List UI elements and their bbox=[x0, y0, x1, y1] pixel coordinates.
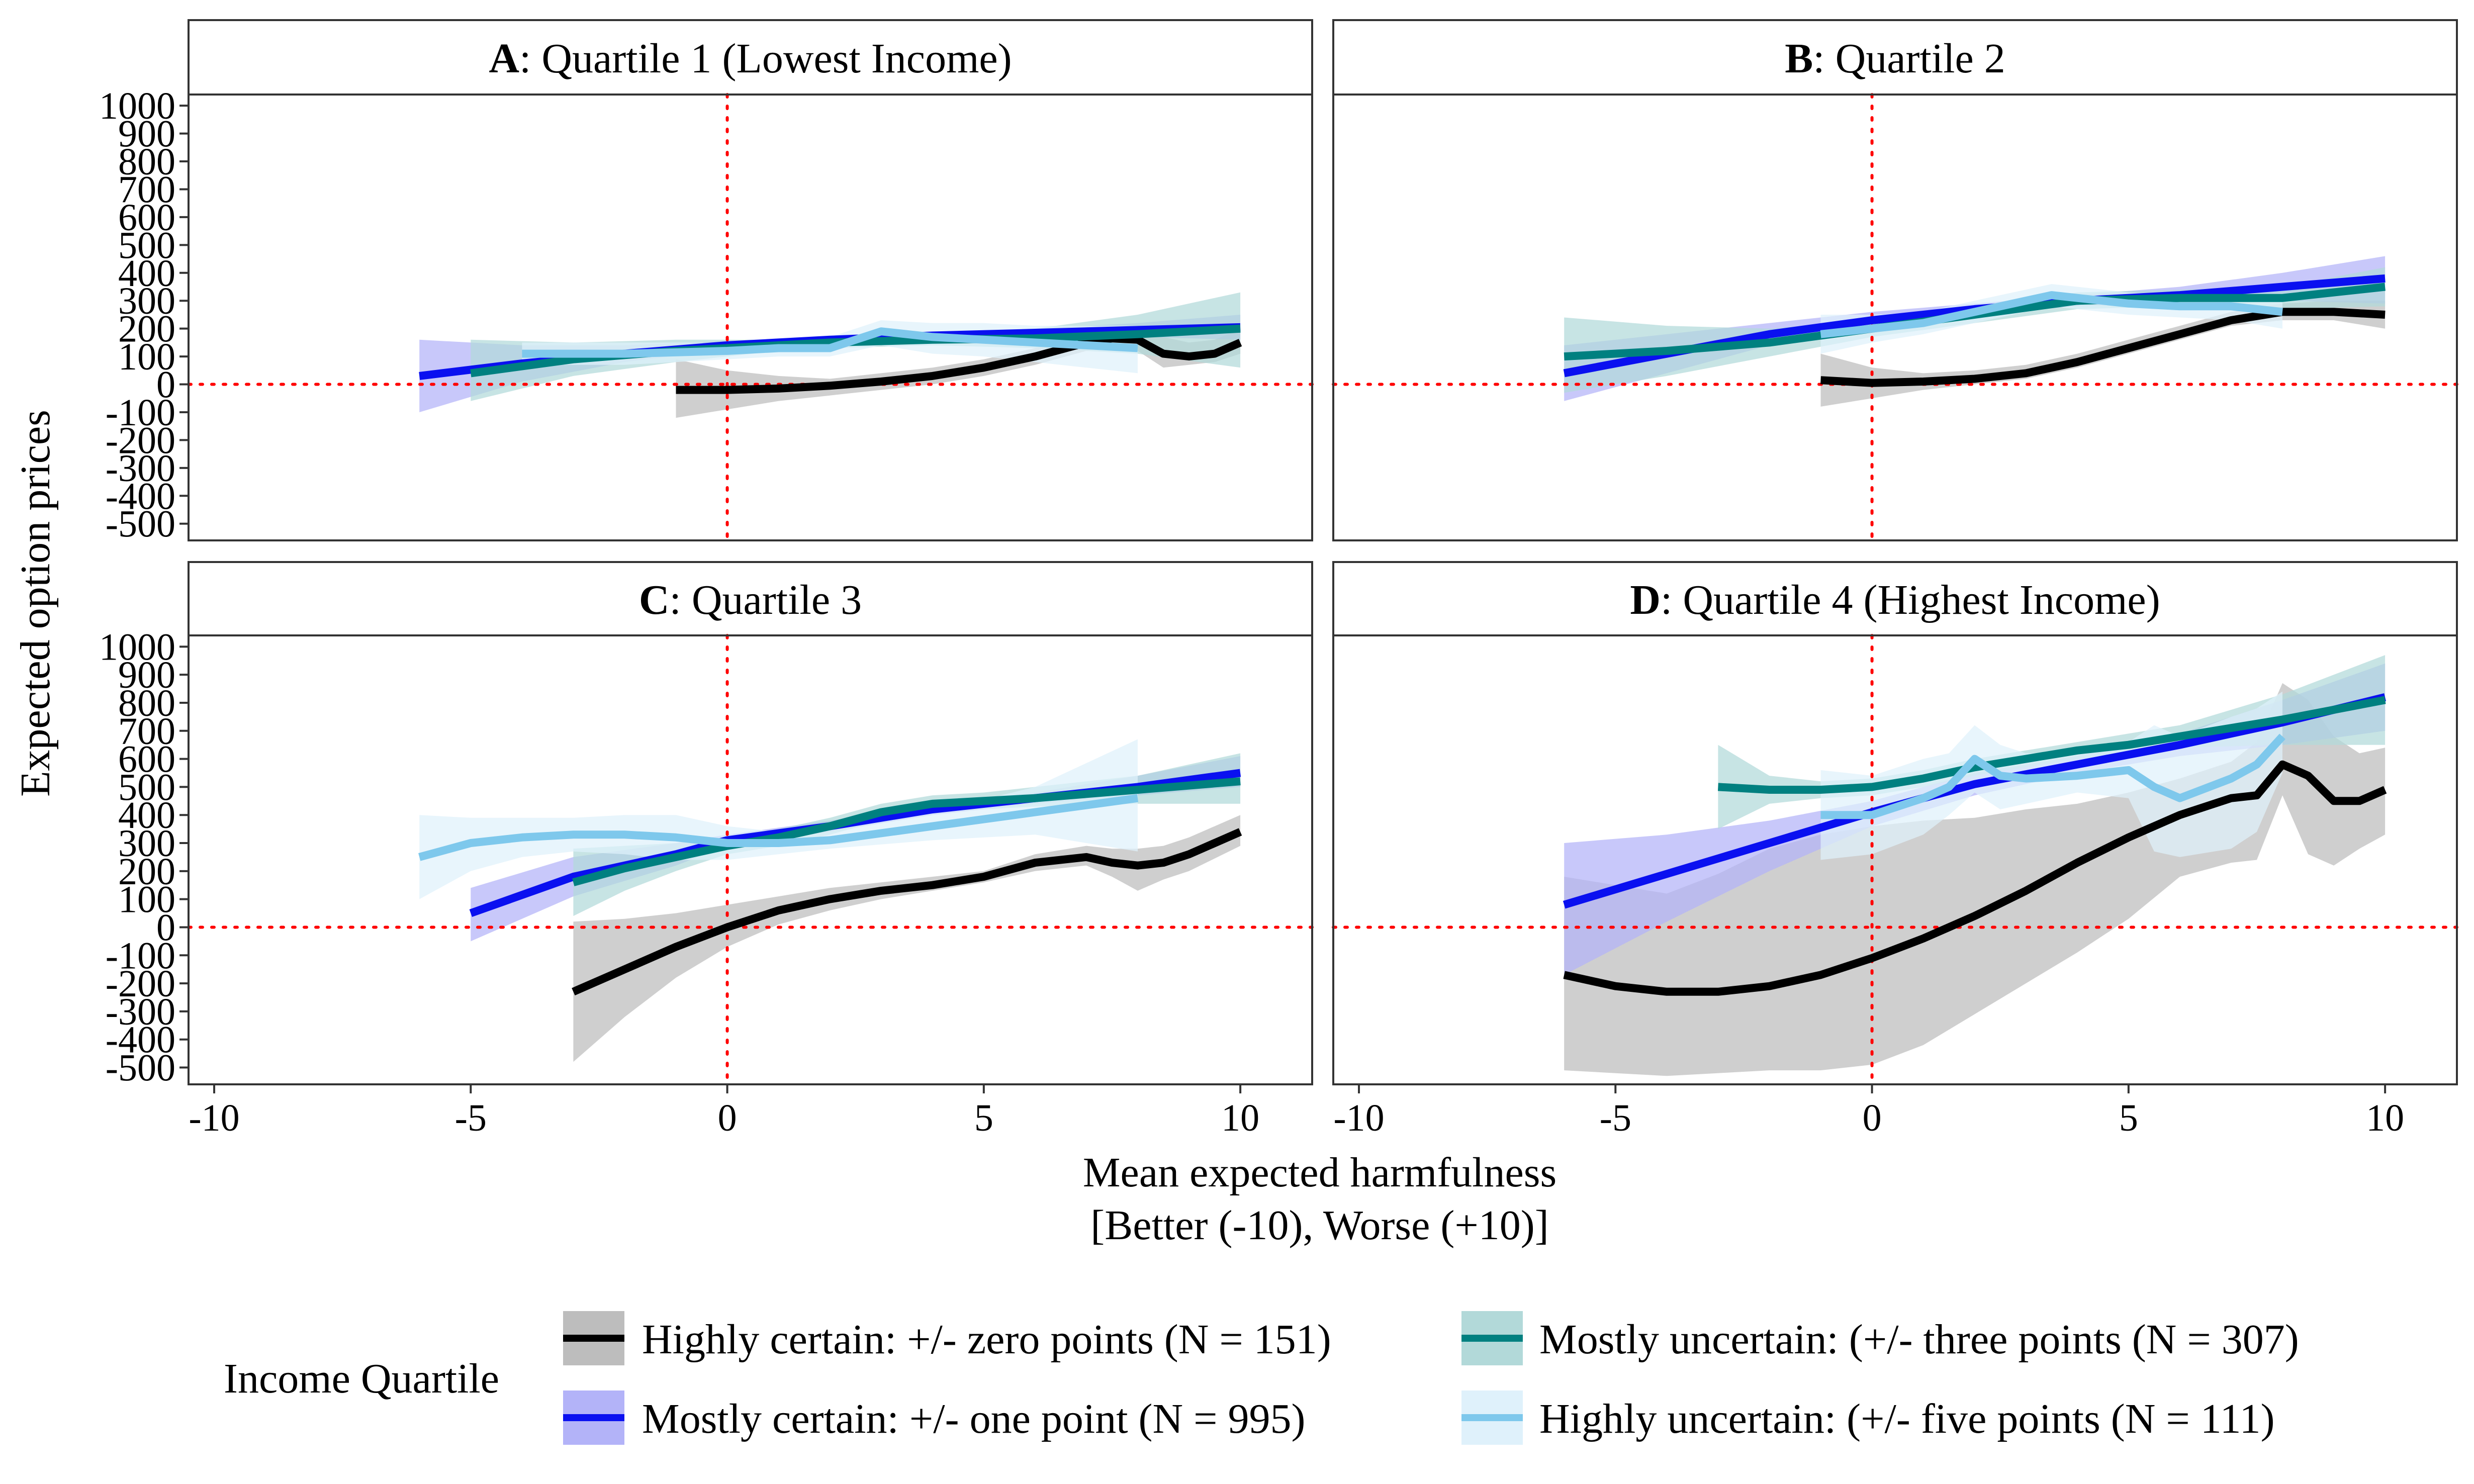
panel-title-d: D: Quartile 4 (Highest Income) bbox=[1630, 577, 2160, 623]
legend-label-highly-certain: Highly certain: +/- zero points (N = 151… bbox=[642, 1316, 1331, 1363]
x-tick-label: -5 bbox=[1600, 1097, 1631, 1139]
series-line-highly-uncertain-d bbox=[1820, 733, 2285, 819]
x-tick-label: 0 bbox=[718, 1097, 737, 1139]
y-tick-label: 800 bbox=[118, 682, 175, 724]
panel-title-text-c: : Quartile 3 bbox=[670, 577, 862, 623]
y-tick-label: 900 bbox=[118, 113, 175, 155]
y-tick-label: -300 bbox=[106, 447, 175, 490]
y-tick-label: 400 bbox=[118, 794, 175, 837]
y-tick-label: 500 bbox=[118, 766, 175, 808]
panel-border-a bbox=[188, 94, 1313, 541]
series-line-mostly-uncertain-d bbox=[1717, 696, 2386, 794]
panel-title-a: A: Quartile 1 (Lowest Income) bbox=[489, 35, 1012, 82]
y-tick-label: 900 bbox=[118, 654, 175, 696]
series-line-highly-certain-c bbox=[572, 828, 1242, 996]
x-tick-label: -10 bbox=[1333, 1097, 1384, 1139]
panel-a: A: Quartile 1 (Lowest Income) -500-400-30… bbox=[99, 19, 1314, 545]
y-tick-label: 400 bbox=[118, 252, 175, 295]
series-line-highly-certain-a bbox=[676, 334, 1242, 394]
y-tick-label: -400 bbox=[106, 1019, 175, 1061]
y-tick-label: 800 bbox=[118, 141, 175, 183]
y-tick-label: -100 bbox=[106, 935, 175, 977]
y-tick-label: 700 bbox=[118, 710, 175, 753]
panel-border-b bbox=[1332, 94, 2458, 541]
y-tick-label: -100 bbox=[106, 392, 175, 434]
legend-item-highly-uncertain: Highly uncertain: (+/- five points (N = … bbox=[1461, 1390, 2275, 1445]
y-tick-label: -400 bbox=[106, 475, 175, 517]
panel-b: B: Quartile 2 bbox=[1332, 19, 2458, 542]
y-tick-label: 200 bbox=[118, 308, 175, 350]
legend-label-mostly-certain: Mostly certain: +/- one point (N = 995) bbox=[642, 1396, 1306, 1442]
series-line-highly-uncertain-b bbox=[1820, 291, 2283, 338]
y-tick-label: 100 bbox=[118, 879, 175, 921]
y-tick-label: 0 bbox=[156, 906, 175, 949]
panel-title-letter-d: D bbox=[1630, 577, 1661, 623]
legend-item-mostly-certain: Mostly certain: +/- one point (N = 995) bbox=[563, 1390, 1306, 1445]
panel-strip-d bbox=[1332, 561, 2458, 636]
y-tick-label: -200 bbox=[106, 963, 175, 1005]
panel-title-letter-b: B bbox=[1785, 35, 1813, 82]
panels: A: Quartile 1 (Lowest Income)-500-400-30… bbox=[99, 19, 2458, 1139]
y-tick-label: 1000 bbox=[99, 85, 175, 127]
panel-title-c: C: Quartile 3 bbox=[639, 577, 862, 623]
series-line-highly-certain-d bbox=[1563, 760, 2387, 996]
x-tick-label: 5 bbox=[2119, 1097, 2138, 1139]
y-tick-label: 600 bbox=[118, 738, 175, 781]
x-tick-label: 10 bbox=[2366, 1097, 2404, 1139]
y-tick-label: 600 bbox=[118, 197, 175, 239]
y-axis-title: Expected option prices bbox=[12, 410, 59, 797]
legend-item-highly-certain: Highly certain: +/- zero points (N = 151… bbox=[563, 1311, 1331, 1365]
x-tick-label: -5 bbox=[455, 1097, 487, 1139]
y-tick-label: 200 bbox=[118, 851, 175, 893]
panel-strip-b bbox=[1332, 19, 2458, 96]
panel-title-text-d: : Quartile 4 (Highest Income) bbox=[1661, 577, 2160, 623]
panel-strip-c bbox=[188, 561, 1313, 636]
panel-title-b: B: Quartile 2 bbox=[1785, 35, 2005, 82]
legend-label-highly-uncertain: Highly uncertain: (+/- five points (N = … bbox=[1539, 1396, 2275, 1442]
panel-border-d bbox=[1332, 634, 2458, 1085]
panel-title-text-a: : Quartile 1 (Lowest Income) bbox=[519, 35, 1012, 82]
panel-border-c bbox=[188, 634, 1313, 1085]
y-tick-label: 1000 bbox=[99, 626, 175, 668]
y-tick-label: -500 bbox=[106, 503, 175, 545]
panel-d: D: Quartile 4 (Highest Income) -10 -5 0 5 10 bbox=[1332, 561, 2458, 1139]
panel-title-letter-a: A bbox=[489, 35, 519, 82]
series-line-mostly-uncertain-c bbox=[572, 777, 1241, 886]
series-line-highly-certain-b bbox=[1820, 308, 2386, 387]
y-tick-label: -200 bbox=[106, 419, 175, 461]
panel-title-text-b: : Quartile 2 bbox=[1813, 35, 2005, 82]
y-tick-label: -300 bbox=[106, 991, 175, 1033]
series-line-highly-uncertain-c bbox=[418, 794, 1139, 861]
y-tick-label: -500 bbox=[106, 1047, 175, 1089]
y-tick-label: 0 bbox=[156, 364, 175, 406]
legend: Income Quartile Highly certain: +/- zero… bbox=[224, 1311, 2299, 1445]
x-tick-label: 0 bbox=[1863, 1097, 1882, 1139]
x-axis-title-line2: [Better (-10), Worse (+10)] bbox=[1090, 1202, 1548, 1249]
panel-title-letter-c: C bbox=[639, 577, 670, 623]
x-tick-label: 5 bbox=[974, 1097, 993, 1139]
y-tick-label: 700 bbox=[118, 168, 175, 211]
y-tick-label: 500 bbox=[118, 224, 175, 266]
x-tick-label: 10 bbox=[1221, 1097, 1259, 1139]
series-line-mostly-certain-d bbox=[1563, 693, 2387, 909]
x-axis-title-line1: Mean expected harmfulness bbox=[1083, 1149, 1556, 1196]
panel-strip-a bbox=[188, 19, 1313, 96]
legend-title: Income Quartile bbox=[224, 1355, 499, 1402]
x-tick-label: -10 bbox=[189, 1097, 239, 1139]
panel-c: C: Quartile 3-500-400-300-200-1000100200… bbox=[99, 561, 1314, 1139]
legend-item-mostly-uncertain: Mostly uncertain: (+/- three points (N =… bbox=[1461, 1311, 2299, 1365]
legend-label-mostly-uncertain: Mostly uncertain: (+/- three points (N =… bbox=[1539, 1316, 2299, 1363]
y-tick-label: 300 bbox=[118, 822, 175, 865]
y-tick-label: 300 bbox=[118, 280, 175, 322]
y-tick-label: 100 bbox=[118, 336, 175, 378]
series-line-highly-uncertain-a bbox=[522, 327, 1138, 358]
